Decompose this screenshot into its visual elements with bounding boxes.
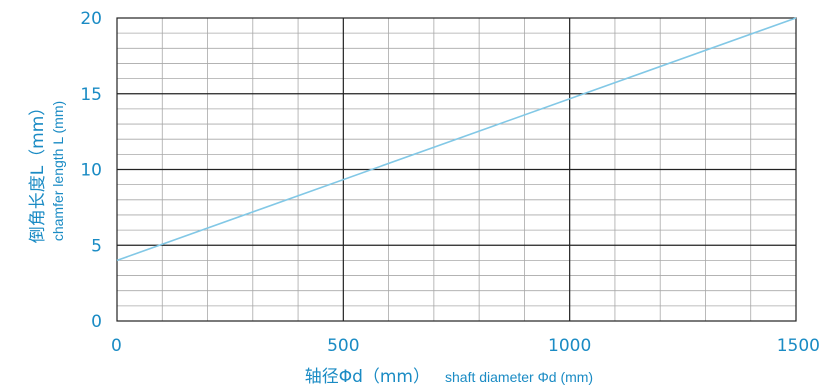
y-tick-label: 20 bbox=[80, 9, 102, 29]
minor-grid bbox=[117, 18, 796, 321]
major-grid bbox=[117, 18, 796, 321]
series-layer bbox=[116, 17, 797, 262]
x-tick-label: 500 bbox=[327, 336, 359, 356]
y-tick-label: 5 bbox=[91, 236, 102, 256]
x-axis-label-cn: 轴径Φd（mm） bbox=[305, 367, 430, 387]
x-tick-label: 1500 bbox=[777, 336, 820, 356]
x-tick-label: 1000 bbox=[548, 336, 591, 356]
y-tick-label: 15 bbox=[80, 85, 102, 105]
series-line bbox=[116, 17, 797, 262]
tick-layer: 0 500 1000 1500 0 5 10 15 20 bbox=[80, 9, 820, 356]
y-axis-label-cn: 倒角长度L（mm） bbox=[28, 99, 48, 244]
x-tick-label: 0 bbox=[111, 336, 122, 356]
x-axis-label-en: shaft diameter Φd (mm) bbox=[445, 369, 593, 385]
y-tick-label: 0 bbox=[91, 312, 102, 332]
y-tick-label: 10 bbox=[80, 161, 102, 181]
y-axis-label-en: chamfer length L (mm) bbox=[50, 101, 66, 241]
plot-frame bbox=[116, 17, 797, 322]
